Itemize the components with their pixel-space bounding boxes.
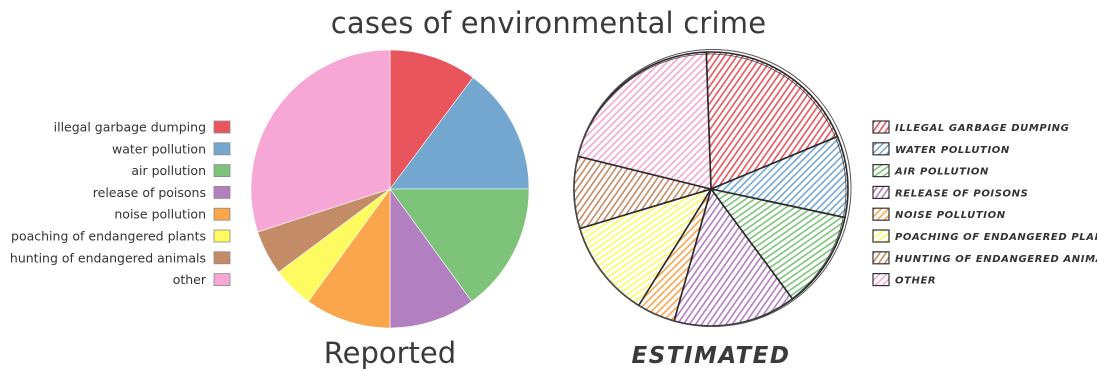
sketch-legend-label-air-pollution: AIR POLLUTION xyxy=(894,167,989,178)
sketch-legend-label-hunting-of-endangered-animals: HUNTING OF ENDANGERED ANIMALS xyxy=(895,254,1097,265)
sketch-legend-label-release-of-poisons: RELEASE OF POISONS xyxy=(895,188,1028,199)
legend-label-release-of-poisons: release of poisons xyxy=(93,185,206,200)
pie-slice-illegal-garbage-dumping xyxy=(389,49,474,190)
sketch-legend-label-poaching-of-endangered-plants: POACHING OF ENDANGERED PLANTS xyxy=(895,232,1097,243)
legend-swatch-noise-pollution xyxy=(213,207,231,221)
pie-slice-other xyxy=(250,49,391,233)
reported-subtitle: Reported xyxy=(324,336,456,370)
legend-label-poaching-of-endangered-plants: poaching of endangered plants xyxy=(11,229,206,244)
estimated-pie xyxy=(573,49,852,327)
legend-swatch-other xyxy=(213,273,231,287)
legend-label-hunting-of-endangered-animals: hunting of endangered animals xyxy=(10,250,206,265)
legend-label-other: other xyxy=(173,272,207,287)
sketch-legend-swatch-poaching-of-endangered-plants xyxy=(872,229,890,243)
legend-swatch-hunting-of-endangered-animals xyxy=(213,251,231,265)
legend-swatch-release-of-poisons xyxy=(213,185,231,199)
reported-legend: illegal garbage dumping water pollution ai… xyxy=(10,120,231,287)
legend-swatch-poaching-of-endangered-plants xyxy=(213,229,231,243)
sketch-legend-swatch-hunting-of-endangered-animals xyxy=(872,251,890,265)
legend-swatch-illegal-garbage-dumping xyxy=(213,120,231,134)
sketch-outline-inner xyxy=(573,53,847,327)
sketch-legend-swatch-other xyxy=(872,273,890,287)
sketch-legend-swatch-illegal-garbage-dumping xyxy=(872,120,890,134)
pie-slice-air-pollution xyxy=(389,188,530,302)
estimated-subtitle: ESTIMATED xyxy=(631,343,790,369)
sketch-legend-label-illegal-garbage-dumping: ILLEGAL GARBAGE DUMPING xyxy=(895,123,1069,134)
legend-label-water-pollution: water pollution xyxy=(112,141,206,156)
pie-slice-water-pollution xyxy=(389,77,530,190)
sketch-legend-swatch-noise-pollution xyxy=(872,207,890,221)
sketch-legend-label-noise-pollution: NOISE POLLUTION xyxy=(895,210,1006,221)
sketch-slice-water-pollution xyxy=(710,135,849,219)
legend-swatch-air-pollution xyxy=(213,164,231,178)
sketch-slice-air-pollution xyxy=(710,188,846,300)
legend-label-air-pollution: air pollution xyxy=(131,163,206,178)
pie-slice-noise-pollution xyxy=(307,188,391,329)
pie-slice-release-of-poisons xyxy=(389,188,473,329)
sketch-legend-label-other: OTHER xyxy=(895,276,936,287)
estimated-legend: ILLEGAL GARBAGE DUMPING WATER POLLUTION AI… xyxy=(872,120,1097,287)
sketch-legend-swatch-release-of-poisons xyxy=(872,185,890,199)
legend-label-illegal-garbage-dumping: illegal garbage dumping xyxy=(54,120,206,135)
reported-pie xyxy=(250,49,530,329)
legend-swatch-water-pollution xyxy=(213,142,231,156)
sketch-legend-swatch-air-pollution xyxy=(872,164,890,178)
legend-label-noise-pollution: noise pollution xyxy=(114,207,206,222)
chart-title: cases of environmental crime xyxy=(330,6,767,40)
sketch-slice-illegal-garbage-dumping xyxy=(705,51,839,190)
sketch-legend-swatch-water-pollution xyxy=(872,142,890,156)
sketch-legend-label-water-pollution: WATER POLLUTION xyxy=(895,145,1010,156)
